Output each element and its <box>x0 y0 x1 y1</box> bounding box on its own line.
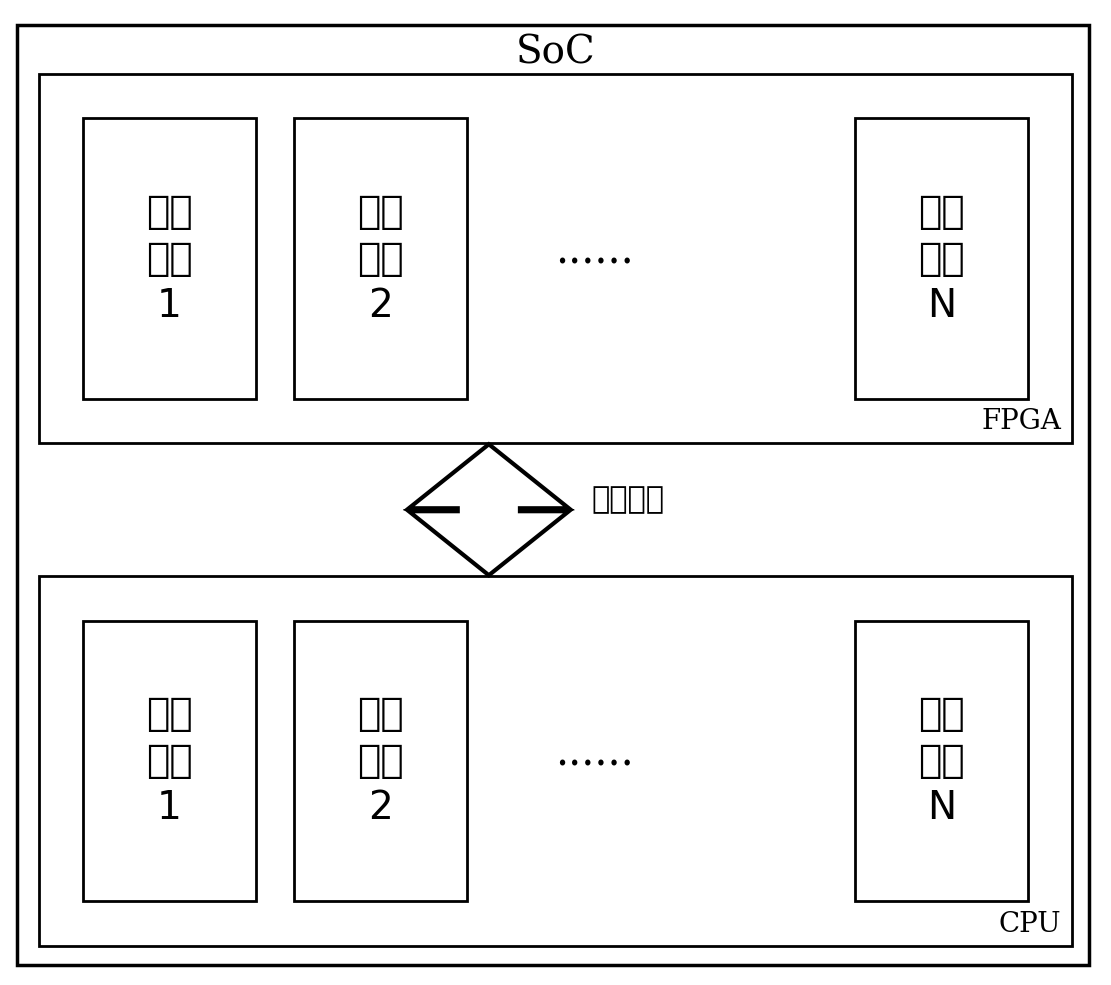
Text: ......: ...... <box>556 733 633 774</box>
Text: 功能
模块
N: 功能 模块 N <box>918 192 965 325</box>
Bar <box>294 118 467 399</box>
Bar <box>83 118 256 399</box>
Bar <box>83 621 256 901</box>
Bar <box>39 74 1072 443</box>
Text: 功能
模块
2: 功能 模块 2 <box>357 192 404 325</box>
Bar <box>855 118 1028 399</box>
Text: SoC: SoC <box>516 34 595 72</box>
Text: 功能
模块
1: 功能 模块 1 <box>146 192 193 325</box>
Bar <box>39 576 1072 946</box>
Text: 管理
任务
1: 管理 任务 1 <box>146 694 193 827</box>
Polygon shape <box>409 444 569 575</box>
Bar <box>855 621 1028 901</box>
Text: 管理
任务
N: 管理 任务 N <box>918 694 965 827</box>
Bar <box>294 621 467 901</box>
Text: FPGA: FPGA <box>981 409 1061 435</box>
Text: ......: ...... <box>556 230 633 272</box>
Text: 管理接口: 管理接口 <box>591 486 664 514</box>
Text: CPU: CPU <box>999 911 1061 938</box>
Text: 管理
任务
2: 管理 任务 2 <box>357 694 404 827</box>
